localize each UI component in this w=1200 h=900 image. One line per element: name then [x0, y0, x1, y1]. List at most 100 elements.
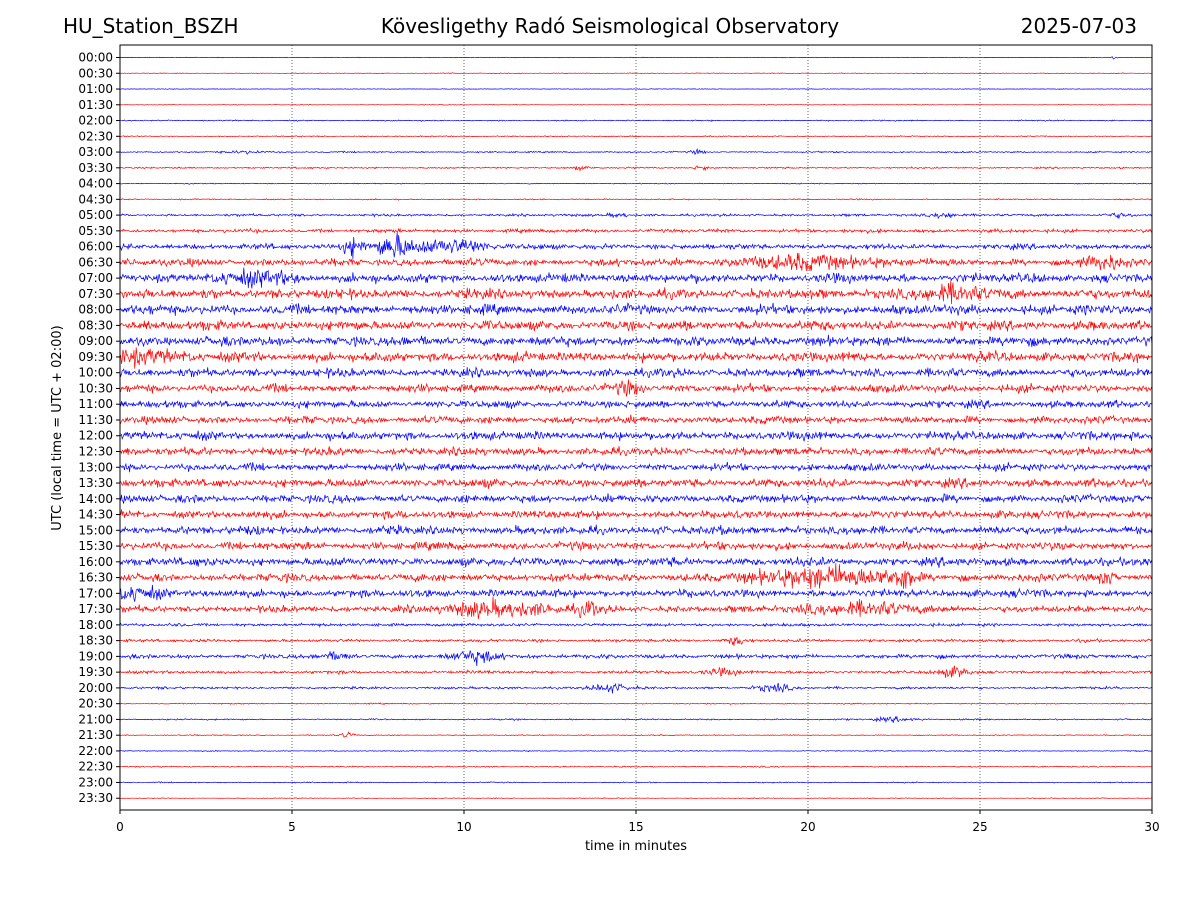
trace-16:30: [119, 563, 1153, 590]
x-tick-label: 20: [800, 820, 815, 834]
y-tick-label: 18:00: [78, 618, 113, 632]
trace-10:30: [119, 379, 1153, 397]
trace-01:00: [119, 88, 1153, 90]
y-tick-label: 05:00: [78, 208, 113, 222]
y-tick-label: 10:30: [78, 381, 113, 395]
y-tick-label: 11:30: [78, 413, 113, 427]
y-tick-label: 00:30: [78, 66, 113, 80]
grid-lines: [291, 45, 981, 810]
y-tick-label: 11:00: [78, 397, 113, 411]
trace-12:00: [119, 430, 1153, 442]
y-tick-label: 12:00: [78, 429, 113, 443]
y-tick-label: 01:00: [78, 82, 113, 96]
trace-06:00: [119, 232, 1153, 259]
x-axis-ticks: 0 5 10 15 20 25 30: [116, 810, 1160, 834]
y-axis-label: UTC (local time = UTC + 02:00): [50, 325, 65, 530]
trace-16:00: [119, 556, 1153, 568]
y-tick-label: 19:00: [78, 649, 113, 663]
y-tick-label: 03:30: [78, 161, 113, 175]
x-tick-label: 10: [456, 820, 471, 834]
x-axis-label: time in minutes: [585, 839, 687, 854]
y-tick-label: 01:30: [78, 98, 113, 112]
y-tick-label: 03:00: [78, 145, 113, 159]
y-tick-label: 09:00: [78, 334, 113, 348]
trace-22:30: [119, 765, 1153, 768]
y-tick-label: 00:00: [78, 51, 113, 65]
x-tick-label: 5: [288, 820, 296, 834]
trace-23:30: [120, 797, 1153, 800]
trace-09:00: [119, 334, 1153, 348]
trace-10:00: [119, 366, 1153, 379]
trace-23:00: [119, 781, 1153, 784]
y-tick-label: 13:30: [78, 476, 113, 490]
trace-20:30: [119, 702, 1153, 706]
y-tick-label: 08:00: [78, 303, 113, 317]
y-tick-label: 05:30: [78, 224, 113, 238]
y-tick-label: 15:00: [78, 523, 113, 537]
y-tick-label: 23:00: [78, 775, 113, 789]
trace-03:30: [119, 165, 1152, 172]
y-tick-label: 02:00: [78, 114, 113, 128]
trace-09:30: [119, 347, 1153, 369]
y-tick-label: 17:30: [78, 602, 113, 616]
y-tick-label: 07:30: [78, 287, 113, 301]
x-tick-label: 30: [1144, 820, 1159, 834]
trace-00:00: [119, 56, 1153, 60]
trace-19:00: [119, 650, 1152, 667]
trace-14:00: [119, 492, 1153, 505]
station-name: HU_Station_BSZH: [63, 14, 239, 38]
trace-04:30: [119, 198, 1153, 201]
trace-04:00: [119, 182, 1153, 185]
trace-15:30: [119, 540, 1153, 552]
y-tick-label: 21:30: [78, 728, 113, 742]
x-tick-label: 0: [116, 820, 124, 834]
y-tick-label: 20:30: [78, 697, 113, 711]
y-tick-label: 20:00: [78, 681, 113, 695]
y-tick-label: 15:30: [78, 539, 113, 553]
x-tick-label: 15: [628, 820, 643, 834]
trace-07:00: [119, 267, 1153, 289]
y-tick-label: 02:30: [78, 129, 113, 143]
trace-00:30: [119, 72, 1153, 75]
y-tick-label: 17:00: [78, 586, 113, 600]
trace-21:00: [119, 715, 1153, 723]
y-tick-label: 06:30: [78, 255, 113, 269]
y-tick-label: 07:00: [78, 271, 113, 285]
trace-01:30: [119, 104, 1153, 106]
trace-12:30: [119, 445, 1153, 457]
y-tick-label: 09:30: [78, 350, 113, 364]
y-tick-label: 04:30: [78, 192, 113, 206]
trace-15:00: [119, 524, 1153, 536]
y-tick-label: 10:00: [78, 366, 113, 380]
trace-11:30: [119, 414, 1153, 426]
trace-03:00: [119, 148, 1153, 156]
observatory-title: Kövesligethy Radó Seismological Observat…: [380, 14, 840, 38]
trace-13:30: [119, 477, 1153, 490]
trace-02:00: [119, 119, 1153, 122]
trace-13:00: [119, 461, 1153, 473]
trace-05:30: [119, 227, 1153, 235]
y-tick-label: 14:30: [78, 508, 113, 522]
y-tick-label: 13:00: [78, 460, 113, 474]
trace-19:30: [119, 665, 1153, 678]
y-tick-label: 23:30: [78, 791, 113, 805]
seismic-traces: [119, 56, 1153, 800]
trace-08:00: [119, 302, 1153, 316]
trace-20:00: [119, 682, 1152, 694]
trace-18:30: [119, 636, 1153, 646]
trace-17:00: [119, 584, 1152, 602]
trace-14:30: [119, 509, 1153, 521]
x-tick-label: 25: [972, 820, 987, 834]
trace-05:00: [119, 212, 1153, 220]
y-tick-label: 16:30: [78, 571, 113, 585]
y-tick-label: 21:00: [78, 712, 113, 726]
trace-11:00: [119, 399, 1153, 410]
y-tick-label: 16:00: [78, 555, 113, 569]
trace-08:30: [119, 319, 1153, 332]
y-tick-label: 19:30: [78, 665, 113, 679]
y-tick-label: 08:30: [78, 318, 113, 332]
date-label: 2025-07-03: [1020, 14, 1137, 38]
y-tick-label: 22:00: [78, 744, 113, 758]
